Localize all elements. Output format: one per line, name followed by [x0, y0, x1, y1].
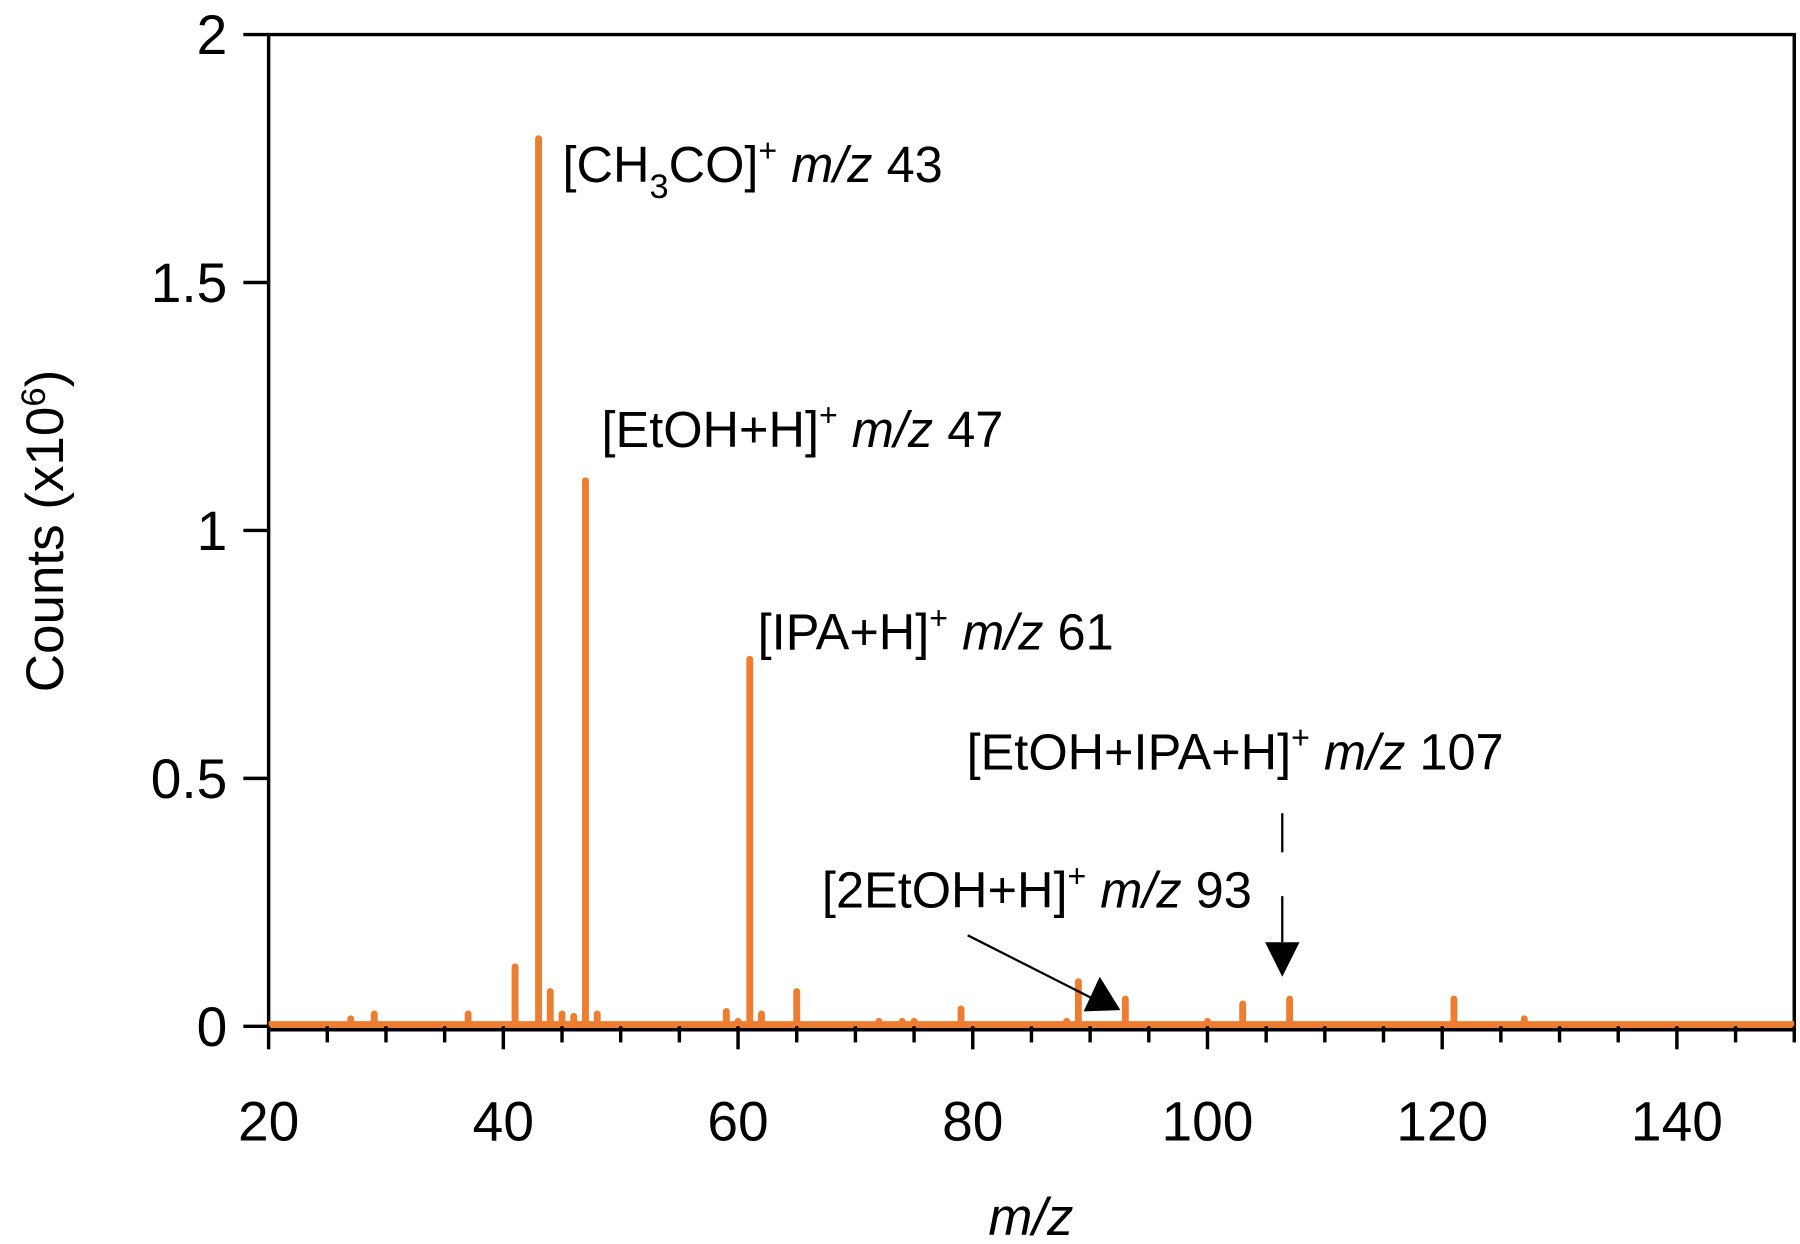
x-axis: 20 40 60 80 100 120 140: [238, 1026, 1796, 1152]
annotation-mz93: [2EtOH+H]+ m/z 93: [822, 858, 1252, 919]
x-tick-label: 140: [1631, 1090, 1723, 1152]
annotation-mz43: [CH3CO]+ m/z 43: [563, 132, 943, 206]
arrow-mz107-icon: [1265, 813, 1300, 977]
x-tick-label: 60: [707, 1090, 768, 1152]
annotation-mz47: [EtOH+H]+ m/z 47: [602, 397, 1004, 458]
y-tick-label: 1: [197, 500, 228, 562]
annotation-mz61: [IPA+H]+ m/z 61: [758, 600, 1114, 661]
y-tick-label: 0: [197, 996, 228, 1058]
y-tick-label: 2: [197, 4, 228, 66]
x-tick-label: 80: [942, 1090, 1003, 1152]
x-tick-label: 40: [473, 1090, 534, 1152]
x-axis-title: m/z: [988, 1188, 1073, 1244]
y-axis: 0 0.5 1 1.5 2: [151, 4, 269, 1058]
x-tick-label: 120: [1396, 1090, 1488, 1152]
x-tick-label: 20: [238, 1090, 299, 1152]
annotation-mz107: [EtOH+IPA+H]+ m/z 107: [967, 720, 1504, 781]
x-tick-label: 100: [1162, 1090, 1254, 1152]
y-tick-label: 1.5: [151, 252, 228, 314]
arrow-mz93-icon: [967, 934, 1121, 1012]
y-axis-title: Counts (x106): [15, 370, 75, 692]
y-tick-label: 0.5: [151, 748, 228, 810]
